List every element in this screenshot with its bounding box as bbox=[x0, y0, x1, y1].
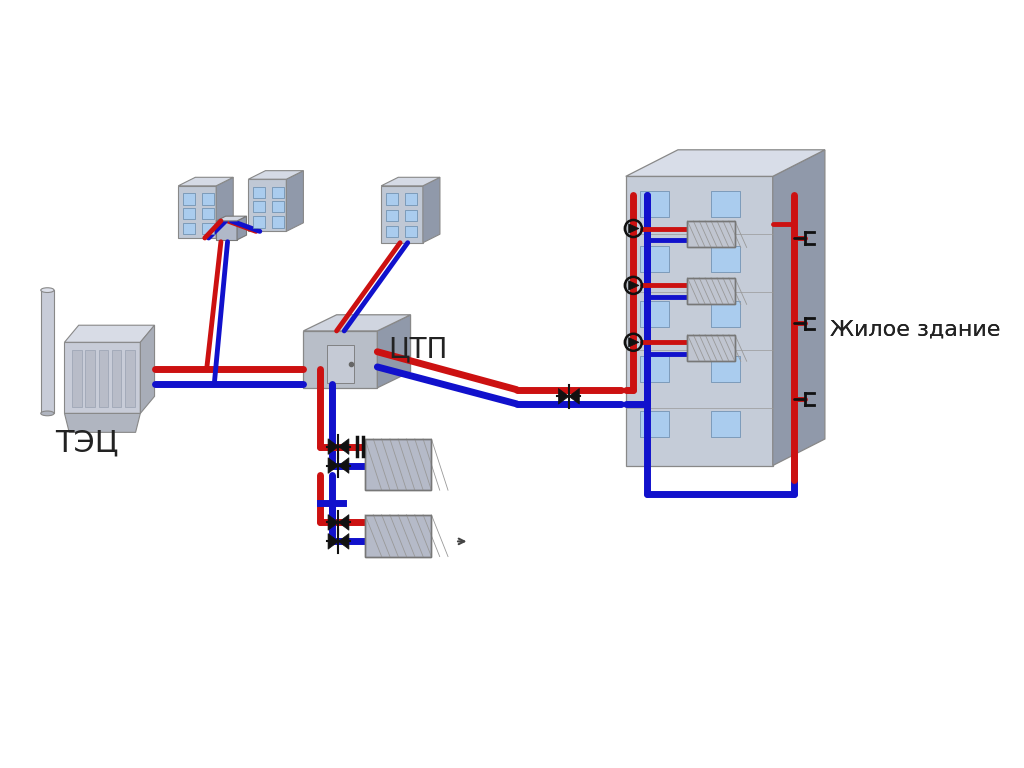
Polygon shape bbox=[640, 300, 670, 326]
Polygon shape bbox=[178, 177, 233, 186]
Polygon shape bbox=[85, 350, 95, 407]
Polygon shape bbox=[404, 194, 417, 205]
Polygon shape bbox=[303, 331, 378, 388]
Polygon shape bbox=[303, 315, 411, 331]
Polygon shape bbox=[640, 411, 670, 436]
Polygon shape bbox=[687, 335, 735, 361]
Polygon shape bbox=[386, 210, 398, 221]
Polygon shape bbox=[711, 190, 740, 217]
Polygon shape bbox=[272, 201, 285, 213]
Polygon shape bbox=[183, 194, 196, 205]
Polygon shape bbox=[629, 223, 639, 233]
Polygon shape bbox=[381, 186, 423, 243]
Polygon shape bbox=[65, 413, 140, 432]
Ellipse shape bbox=[41, 411, 54, 415]
Polygon shape bbox=[183, 207, 196, 219]
Polygon shape bbox=[386, 194, 398, 205]
Polygon shape bbox=[339, 515, 349, 530]
Polygon shape bbox=[327, 345, 353, 383]
Polygon shape bbox=[253, 187, 265, 198]
Polygon shape bbox=[125, 350, 134, 407]
Bar bbox=[687, 278, 735, 304]
Polygon shape bbox=[687, 221, 735, 247]
Bar bbox=[687, 335, 735, 361]
Polygon shape bbox=[72, 350, 82, 407]
Polygon shape bbox=[626, 150, 825, 177]
Ellipse shape bbox=[41, 288, 54, 293]
Polygon shape bbox=[237, 216, 247, 240]
Polygon shape bbox=[183, 223, 196, 234]
Text: Жилое здание: Жилое здание bbox=[829, 319, 1000, 339]
Polygon shape bbox=[216, 221, 237, 240]
Polygon shape bbox=[328, 515, 339, 530]
Polygon shape bbox=[202, 207, 214, 219]
Polygon shape bbox=[287, 170, 303, 231]
Polygon shape bbox=[386, 226, 398, 237]
Polygon shape bbox=[216, 216, 247, 221]
Polygon shape bbox=[640, 356, 670, 382]
Polygon shape bbox=[378, 315, 411, 388]
Polygon shape bbox=[569, 389, 580, 404]
Polygon shape bbox=[253, 216, 265, 227]
Polygon shape bbox=[216, 177, 233, 238]
Polygon shape bbox=[640, 246, 670, 272]
Polygon shape bbox=[629, 280, 639, 290]
Polygon shape bbox=[629, 338, 639, 347]
Polygon shape bbox=[711, 411, 740, 436]
Polygon shape bbox=[711, 356, 740, 382]
Polygon shape bbox=[272, 187, 285, 198]
Polygon shape bbox=[202, 223, 214, 234]
Text: ЦТП: ЦТП bbox=[389, 336, 449, 363]
Polygon shape bbox=[339, 534, 349, 549]
Polygon shape bbox=[202, 194, 214, 205]
Polygon shape bbox=[423, 177, 440, 243]
Polygon shape bbox=[711, 300, 740, 326]
Polygon shape bbox=[365, 439, 431, 490]
Polygon shape bbox=[272, 216, 285, 227]
Polygon shape bbox=[328, 458, 339, 473]
Text: Жилое здание: Жилое здание bbox=[829, 319, 1000, 339]
Polygon shape bbox=[65, 343, 140, 413]
Polygon shape bbox=[112, 350, 122, 407]
Bar bbox=[365, 439, 431, 490]
Polygon shape bbox=[328, 439, 339, 455]
Polygon shape bbox=[711, 246, 740, 272]
Polygon shape bbox=[365, 515, 431, 557]
Bar bbox=[365, 515, 431, 557]
Polygon shape bbox=[328, 534, 339, 549]
Polygon shape bbox=[140, 325, 155, 413]
Polygon shape bbox=[339, 458, 349, 473]
Polygon shape bbox=[98, 350, 109, 407]
Polygon shape bbox=[773, 150, 825, 465]
Polygon shape bbox=[178, 186, 216, 238]
Polygon shape bbox=[41, 290, 54, 413]
Polygon shape bbox=[381, 177, 440, 186]
Polygon shape bbox=[404, 210, 417, 221]
Polygon shape bbox=[404, 226, 417, 237]
Polygon shape bbox=[339, 439, 349, 455]
Polygon shape bbox=[626, 177, 773, 465]
Polygon shape bbox=[249, 170, 303, 179]
Polygon shape bbox=[558, 389, 569, 404]
Polygon shape bbox=[253, 201, 265, 213]
Bar bbox=[687, 221, 735, 247]
Polygon shape bbox=[640, 190, 670, 217]
Polygon shape bbox=[687, 278, 735, 304]
Polygon shape bbox=[65, 325, 155, 343]
Polygon shape bbox=[249, 179, 287, 231]
Text: ТЭЦ: ТЭЦ bbox=[55, 429, 119, 457]
